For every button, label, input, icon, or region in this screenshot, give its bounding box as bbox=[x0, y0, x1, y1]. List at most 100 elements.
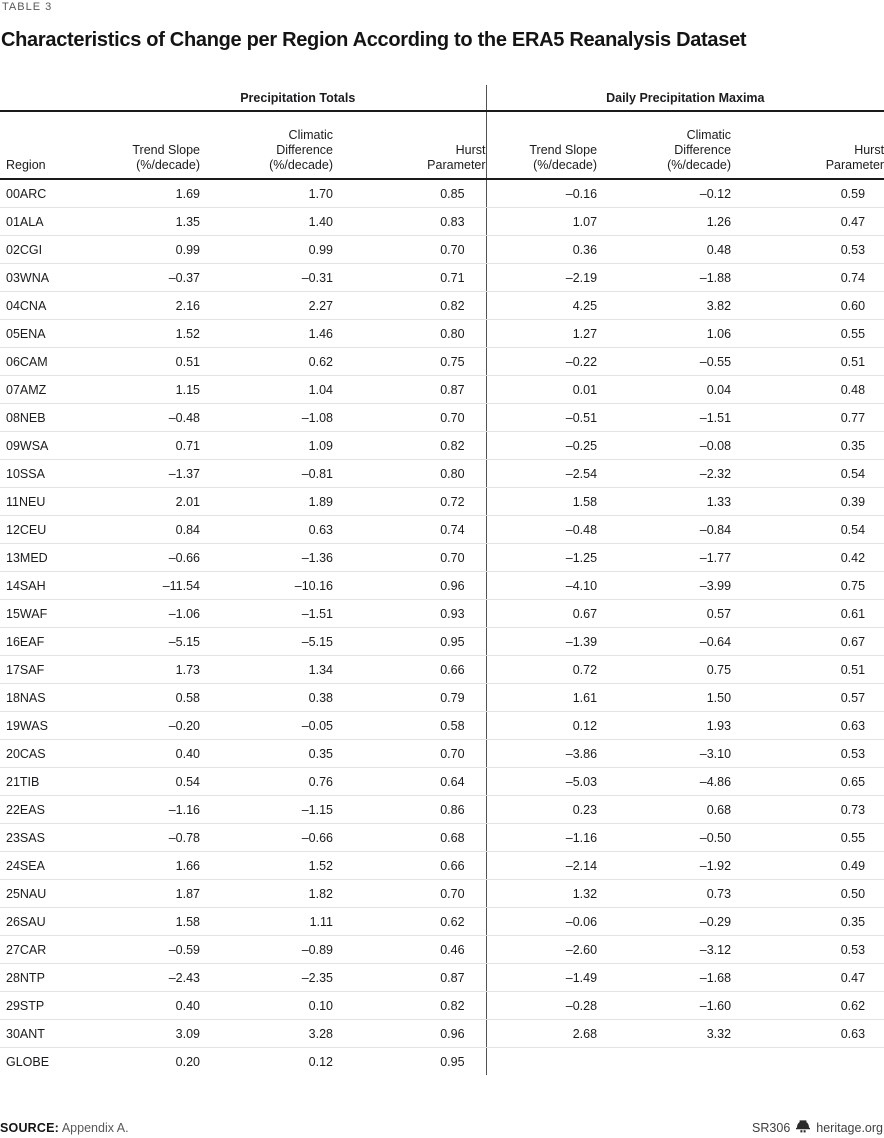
value-cell: 1.89 bbox=[200, 487, 333, 516]
region-cell: 22EAS bbox=[0, 795, 110, 824]
value-cell: 0.54 bbox=[731, 515, 884, 544]
site-name: heritage.org bbox=[816, 1121, 883, 1135]
value-cell: 0.57 bbox=[731, 683, 884, 712]
value-cell: 0.67 bbox=[485, 599, 598, 628]
value-cell: 0.87 bbox=[333, 375, 487, 404]
value-cell: –0.64 bbox=[597, 627, 732, 656]
table-number-label: TABLE 3 bbox=[2, 1, 53, 13]
value-cell: –2.19 bbox=[485, 263, 598, 292]
value-cell: 0.49 bbox=[731, 851, 884, 880]
value-cell: –2.43 bbox=[110, 963, 200, 992]
col-header-climatic-difference-totals: Climatic Difference (%/decade) bbox=[200, 111, 333, 180]
value-cell: –0.66 bbox=[110, 543, 200, 572]
table-body: 00ARC 1.69 1.70 0.85 –0.16 –0.12 0.59 01ALA 1.35… bbox=[0, 179, 884, 1075]
value-cell: 0.04 bbox=[597, 375, 732, 404]
value-cell: 0.74 bbox=[333, 515, 487, 544]
region-cell: 12CEU bbox=[0, 515, 110, 544]
value-cell: 0.53 bbox=[731, 235, 884, 264]
value-cell: –0.81 bbox=[200, 459, 333, 488]
value-cell: 4.25 bbox=[485, 291, 598, 320]
table-row: 29STP 0.40 0.10 0.82 –0.28 –1.60 0.62 bbox=[0, 991, 884, 1020]
table-row: 28NTP –2.43 –2.35 0.87 –1.49 –1.68 0.47 bbox=[0, 963, 884, 992]
table-row: 01ALA 1.35 1.40 0.83 1.07 1.26 0.47 bbox=[0, 207, 884, 236]
value-cell: 0.62 bbox=[333, 907, 487, 936]
value-cell: 0.60 bbox=[731, 291, 884, 320]
table-row: 21TIB 0.54 0.76 0.64 –5.03 –4.86 0.65 bbox=[0, 767, 884, 796]
table-row: 03WNA –0.37 –0.31 0.71 –2.19 –1.88 0.74 bbox=[0, 263, 884, 292]
value-cell: –0.12 bbox=[597, 179, 732, 208]
table-row: 23SAS –0.78 –0.66 0.68 –1.16 –0.50 0.55 bbox=[0, 823, 884, 852]
value-cell: 1.32 bbox=[485, 879, 598, 908]
value-cell: 0.23 bbox=[485, 795, 598, 824]
value-cell: –1.60 bbox=[597, 991, 732, 1020]
table-row: 02CGI 0.99 0.99 0.70 0.36 0.48 0.53 bbox=[0, 235, 884, 264]
region-cell: 07AMZ bbox=[0, 375, 110, 404]
table-row: 07AMZ 1.15 1.04 0.87 0.01 0.04 0.48 bbox=[0, 375, 884, 404]
value-cell: 0.35 bbox=[200, 739, 333, 768]
value-cell: 0.46 bbox=[333, 935, 487, 964]
region-cell: 02CGI bbox=[0, 235, 110, 264]
table-row: 14SAH –11.54 –10.16 0.96 –4.10 –3.99 0.75 bbox=[0, 571, 884, 600]
value-cell: 0.50 bbox=[731, 879, 884, 908]
region-cell: 23SAS bbox=[0, 823, 110, 852]
value-cell: –2.14 bbox=[485, 851, 598, 880]
region-cell: 24SEA bbox=[0, 851, 110, 880]
value-cell: 0.84 bbox=[110, 515, 200, 544]
table-row: 26SAU 1.58 1.11 0.62 –0.06 –0.29 0.35 bbox=[0, 907, 884, 936]
value-cell: –0.05 bbox=[200, 711, 333, 740]
value-cell: –2.60 bbox=[485, 935, 598, 964]
value-cell: 1.58 bbox=[110, 907, 200, 936]
value-cell: 0.72 bbox=[485, 655, 598, 684]
era5-characteristics-table: Precipitation Totals Daily Precipitation… bbox=[0, 85, 884, 1075]
value-cell: 0.54 bbox=[110, 767, 200, 796]
value-cell: –0.89 bbox=[200, 935, 333, 964]
value-cell: 0.75 bbox=[333, 347, 487, 376]
value-cell: 0.47 bbox=[731, 207, 884, 236]
value-cell: 0.82 bbox=[333, 291, 487, 320]
region-cell: 15WAF bbox=[0, 599, 110, 628]
table-row: GLOBE 0.20 0.12 0.95 bbox=[0, 1047, 884, 1075]
value-cell: 0.70 bbox=[333, 879, 487, 908]
value-cell: –1.92 bbox=[597, 851, 732, 880]
source-label: SOURCE: bbox=[0, 1121, 60, 1135]
table-row: 13MED –0.66 –1.36 0.70 –1.25 –1.77 0.42 bbox=[0, 543, 884, 572]
table-row: 24SEA 1.66 1.52 0.66 –2.14 –1.92 0.49 bbox=[0, 851, 884, 880]
group-header-row: Precipitation Totals Daily Precipitation… bbox=[0, 85, 884, 112]
value-cell: 0.68 bbox=[597, 795, 732, 824]
col-header-hurst-parameter-totals: Hurst Parameter bbox=[333, 111, 487, 180]
value-cell: –0.16 bbox=[485, 179, 598, 208]
value-cell: 0.99 bbox=[110, 235, 200, 264]
table-row: 18NAS 0.58 0.38 0.79 1.61 1.50 0.57 bbox=[0, 683, 884, 712]
value-cell: –1.51 bbox=[200, 599, 333, 628]
region-cell: 00ARC bbox=[0, 179, 110, 208]
value-cell: –1.25 bbox=[485, 543, 598, 572]
value-cell: 0.35 bbox=[731, 431, 884, 460]
value-cell: 0.53 bbox=[731, 935, 884, 964]
value-cell: 0.64 bbox=[333, 767, 487, 796]
value-cell: 2.68 bbox=[485, 1019, 598, 1048]
col-header-region: Region bbox=[0, 111, 110, 180]
value-cell: –1.68 bbox=[597, 963, 732, 992]
region-cell: 05ENA bbox=[0, 319, 110, 348]
report-id: SR306 bbox=[752, 1121, 791, 1135]
value-cell: 0.51 bbox=[731, 347, 884, 376]
region-cell: 10SSA bbox=[0, 459, 110, 488]
value-cell: 1.58 bbox=[485, 487, 598, 516]
region-cell: 17SAF bbox=[0, 655, 110, 684]
value-cell: –1.36 bbox=[200, 543, 333, 572]
publication-mark: SR306 heritage.org bbox=[752, 1120, 884, 1136]
value-cell: 0.20 bbox=[175, 1054, 200, 1069]
value-cell: –0.28 bbox=[485, 991, 598, 1020]
value-cell: 1.52 bbox=[200, 851, 333, 880]
value-cell: –5.03 bbox=[485, 767, 598, 796]
value-cell: –1.77 bbox=[597, 543, 732, 572]
value-cell: –0.48 bbox=[485, 515, 598, 544]
region-cell: 19WAS bbox=[0, 711, 110, 740]
value-cell: –4.86 bbox=[597, 767, 732, 796]
region-cell: 30ANT bbox=[0, 1019, 110, 1048]
value-cell: 1.61 bbox=[485, 683, 598, 712]
region-cell: 27CAR bbox=[0, 935, 110, 964]
value-cell: 0.63 bbox=[731, 1019, 884, 1048]
value-cell: 0.40 bbox=[110, 991, 200, 1020]
value-cell: 0.99 bbox=[200, 235, 333, 264]
